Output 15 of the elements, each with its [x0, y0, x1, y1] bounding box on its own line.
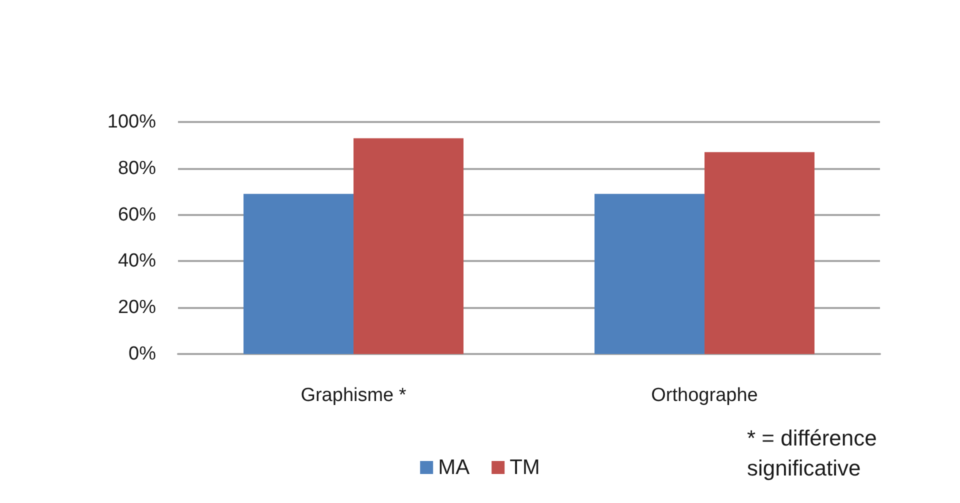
- x-tick-label: Orthographe: [651, 385, 758, 406]
- legend-label: TM: [510, 456, 540, 479]
- bar: [244, 194, 354, 354]
- legend-label: MA: [438, 456, 470, 479]
- y-tick-label: 40%: [118, 250, 156, 272]
- bar: [704, 152, 814, 354]
- x-tick-label: Graphisme *: [300, 385, 407, 406]
- y-tick-label: 100%: [107, 112, 156, 132]
- bar: [594, 194, 704, 354]
- y-tick-label: 80%: [118, 158, 156, 179]
- y-tick-label: 20%: [118, 297, 156, 318]
- bar: [354, 138, 464, 354]
- y-tick-label: 60%: [118, 204, 156, 226]
- text: * = différence significative: [747, 426, 883, 480]
- y-tick-label: 0%: [128, 344, 156, 364]
